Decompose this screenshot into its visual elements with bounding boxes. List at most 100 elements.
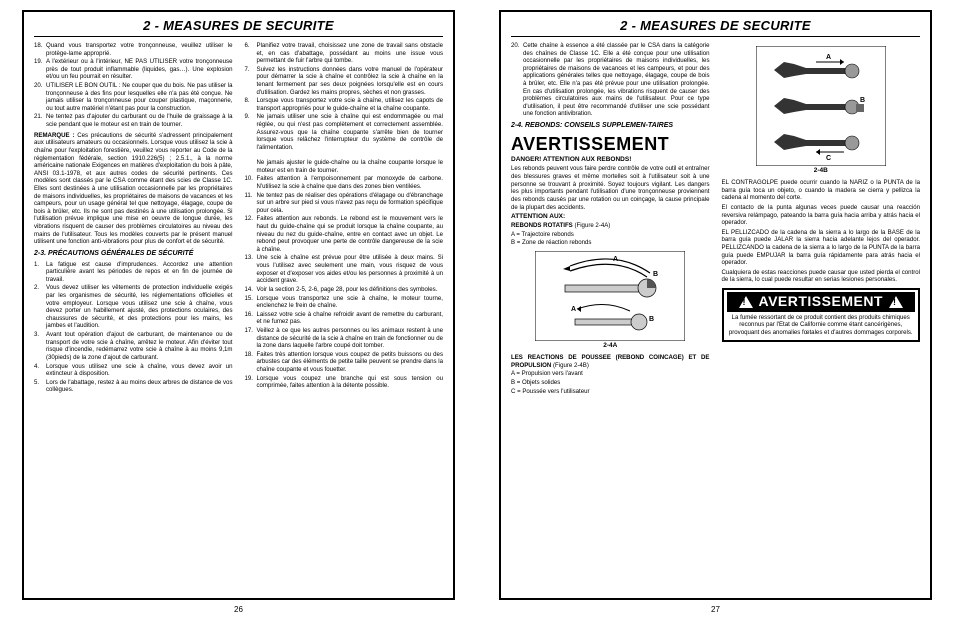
- right-col-2: A B: [722, 42, 921, 594]
- list-item: 6.Planifiez votre travail, choisissez un…: [245, 42, 444, 65]
- list-item-number: 21.: [34, 113, 46, 128]
- left-col-1: 18.Quand vous transportez votre tronçonn…: [34, 42, 233, 594]
- list-item-text: Faites attention à l'empoisonnement par …: [257, 175, 444, 190]
- list-item-text: Planifiez votre travail, choisissez une …: [257, 42, 444, 65]
- danger-text: Les rebonds peuvent vous faire perdre co…: [511, 165, 710, 211]
- svg-text:C: C: [826, 155, 831, 162]
- remark-para: REMARQUE : Ces précautions de sécurité s…: [34, 132, 233, 246]
- rotatifs-label: REBONDS ROTATIFS: [511, 222, 573, 229]
- es-para-3: EL PELLIZCADO de la cadena de la sierra …: [722, 229, 921, 267]
- list-item: 11.Ne tentez pas de réaliser des opérati…: [245, 192, 444, 215]
- push-legend-b: B = Objets solides: [511, 379, 710, 387]
- es-para-1: EL CONTRAGOLPE puede ocurrir cuando la N…: [722, 179, 921, 202]
- page-left: 2 - MEASURES DE SECURITE 18.Quand vous t…: [0, 0, 477, 618]
- list-item-number: 9.: [245, 113, 257, 174]
- list-item-20: 20.Cette chaîne à essence a été classée …: [511, 42, 710, 118]
- list-item-text: La fatigue est cause d'imprudences. Acco…: [46, 261, 233, 284]
- warning-triangle-left-icon: [739, 296, 753, 308]
- list-item-text: Voir la section 2-5, 2-6, page 28, pour …: [257, 286, 444, 294]
- list-item: 16.Laissez votre scie à chaîne refroidir…: [245, 311, 444, 326]
- sec-2-4-title: 2-4. REBONDS: CONSEILS SUPPLEMEN-TAIRES: [511, 122, 710, 131]
- remark-text: Ces précautions de sécurité s'adressent …: [34, 132, 233, 246]
- warning-triangle-right-icon: [889, 296, 903, 308]
- list-item-text: Lorsque vous transportez une scie à chaî…: [257, 295, 444, 310]
- attention-aux: ATTENTION AUX:: [511, 213, 710, 221]
- list-item-number: 2.: [34, 284, 46, 330]
- list-item: 7.Suivez les instructions données dans v…: [245, 66, 444, 96]
- page-spread: 2 - MEASURES DE SECURITE 18.Quand vous t…: [0, 0, 954, 618]
- page-right: 2 - MEASURES DE SECURITE 20.Cette chaîne…: [477, 0, 954, 618]
- list-item-number: 13.: [245, 254, 257, 284]
- svg-text:B: B: [860, 97, 865, 104]
- list-item: 13.Une scie à chaîne est prévue pour êtr…: [245, 254, 444, 284]
- push-title: LES REACTIONS DE POUSSEE (REBOND COINCAG…: [511, 354, 710, 369]
- sec-2-3-title: 2-3. PRÉCAUTIONS GÉNÉRALES DE SÉCURITÉ: [34, 250, 233, 259]
- list-item-number: 5.: [34, 379, 46, 394]
- legend-a: A = Trajectoire rebonds: [511, 231, 710, 239]
- item-20-text: Cette chaîne à essence a été classée par…: [523, 42, 710, 118]
- list-item-number: 6.: [245, 42, 257, 65]
- list-item-number: 17.: [245, 327, 257, 350]
- list-item-number: 18.: [245, 351, 257, 374]
- svg-text:A: A: [571, 306, 576, 313]
- danger-line: DANGER! ATTENTION AUX REBONDS!: [511, 156, 710, 164]
- list-item-number: 18.: [34, 42, 46, 57]
- figure-2-4a: A B A B: [511, 251, 710, 350]
- list-item-number: 12.: [245, 215, 257, 253]
- page-number-right: 27: [711, 605, 720, 614]
- list-item-text: Faites très attention lorsque vous coupe…: [257, 351, 444, 374]
- right-col-1: 20.Cette chaîne à essence a été classée …: [511, 42, 710, 594]
- page-number-left: 26: [234, 605, 243, 614]
- avertissement-heading: AVERTISSEMENT: [511, 133, 710, 156]
- remark-label: REMARQUE :: [34, 132, 74, 139]
- list-item: 14.Voir la section 2-5, 2-6, page 28, po…: [245, 286, 444, 294]
- list-item-text: Lorsque vous utilisez une scie à chaîne,…: [46, 363, 233, 378]
- list-item: 8.Lorsque vous transportez votre scie à …: [245, 97, 444, 112]
- list-item: 18.Quand vous transportez votre tronçonn…: [34, 42, 233, 57]
- list-sec-2-3: 1.La fatigue est cause d'imprudences. Ac…: [34, 261, 233, 394]
- list-item: 20.UTILISER LE BON OUTIL : Ne couper que…: [34, 82, 233, 112]
- push-legend-a: A = Propulsion vers l'avant: [511, 370, 710, 378]
- rotatifs-line: REBONDS ROTATIFS (Figure 2-4A): [511, 222, 710, 230]
- list-item-number: 19.: [245, 375, 257, 390]
- list-item-text: Lorsque vous coupez une branche qui est …: [257, 375, 444, 390]
- push-legend-c: C = Poussée vers l'utilisateur: [511, 388, 710, 396]
- legend-b: B = Zone de réaction rebonds: [511, 239, 710, 247]
- header-title-left: 2 - MEASURES DE SECURITE: [34, 18, 443, 37]
- list-item-text: Ne tentez pas d'ajouter du carburant ou …: [46, 113, 233, 128]
- list-item-number: 4.: [34, 363, 46, 378]
- list-item: 17.Veillez à ce que les autres personnes…: [245, 327, 444, 350]
- list-item: 3.Avant tout opération d'ajout de carbur…: [34, 331, 233, 361]
- list-item: 4.Lorsque vous utilisez une scie à chaîn…: [34, 363, 233, 378]
- list-item: 5.Lors de l'abattage, restez à au moins …: [34, 379, 233, 394]
- figure-2-4a-caption: 2-4A: [511, 342, 710, 350]
- left-col-2: 6.Planifiez votre travail, choisissez un…: [245, 42, 444, 594]
- list-item: 1.La fatigue est cause d'imprudences. Ac…: [34, 261, 233, 284]
- figure-2-4a-svg: A B A B: [535, 251, 685, 341]
- warning-bar: AVERTISSEMENT: [727, 292, 916, 312]
- list-item: 19.Lorsque vous coupez une branche qui e…: [245, 375, 444, 390]
- list-item-text: Suivez les instructions données dans vot…: [257, 66, 444, 96]
- list-item: 9.Ne jamais utiliser une scie à chaîne q…: [245, 113, 444, 174]
- list-6-19: 6.Planifiez votre travail, choisissez un…: [245, 42, 444, 390]
- list-item-number: 7.: [245, 66, 257, 96]
- list-item-text: A l'extérieur ou à l'intérieur, NE PAS U…: [46, 58, 233, 81]
- list-item-number: 16.: [245, 311, 257, 326]
- list-item-number: 1.: [34, 261, 46, 284]
- header-title-right: 2 - MEASURES DE SECURITE: [511, 18, 920, 37]
- list-item: 18.Faites très attention lorsque vous co…: [245, 351, 444, 374]
- list-item-text: Ne jamais utiliser une scie à chaîne qui…: [257, 113, 444, 174]
- list-item-number: 10.: [245, 175, 257, 190]
- svg-text:B: B: [649, 316, 654, 323]
- list-item: 15.Lorsque vous transportez une scie à c…: [245, 295, 444, 310]
- list-item: 10.Faites attention à l'empoisonnement p…: [245, 175, 444, 190]
- page-left-frame: 2 - MEASURES DE SECURITE 18.Quand vous t…: [22, 10, 455, 600]
- list-item-text: Quand vous transportez votre tronçonneus…: [46, 42, 233, 57]
- columns-left: 18.Quand vous transportez votre tronçonn…: [34, 42, 443, 594]
- list-item-text: Laissez votre scie à chaîne refroidir av…: [257, 311, 444, 326]
- svg-text:A: A: [826, 54, 831, 61]
- page-right-frame: 2 - MEASURES DE SECURITE 20.Cette chaîne…: [499, 10, 932, 600]
- list-item-text: Lors de l'abattage, restez à au moins de…: [46, 379, 233, 394]
- list-item-text: Ne tentez pas de réaliser des opérations…: [257, 192, 444, 215]
- list-item-text: Avant tout opération d'ajout de carburan…: [46, 331, 233, 361]
